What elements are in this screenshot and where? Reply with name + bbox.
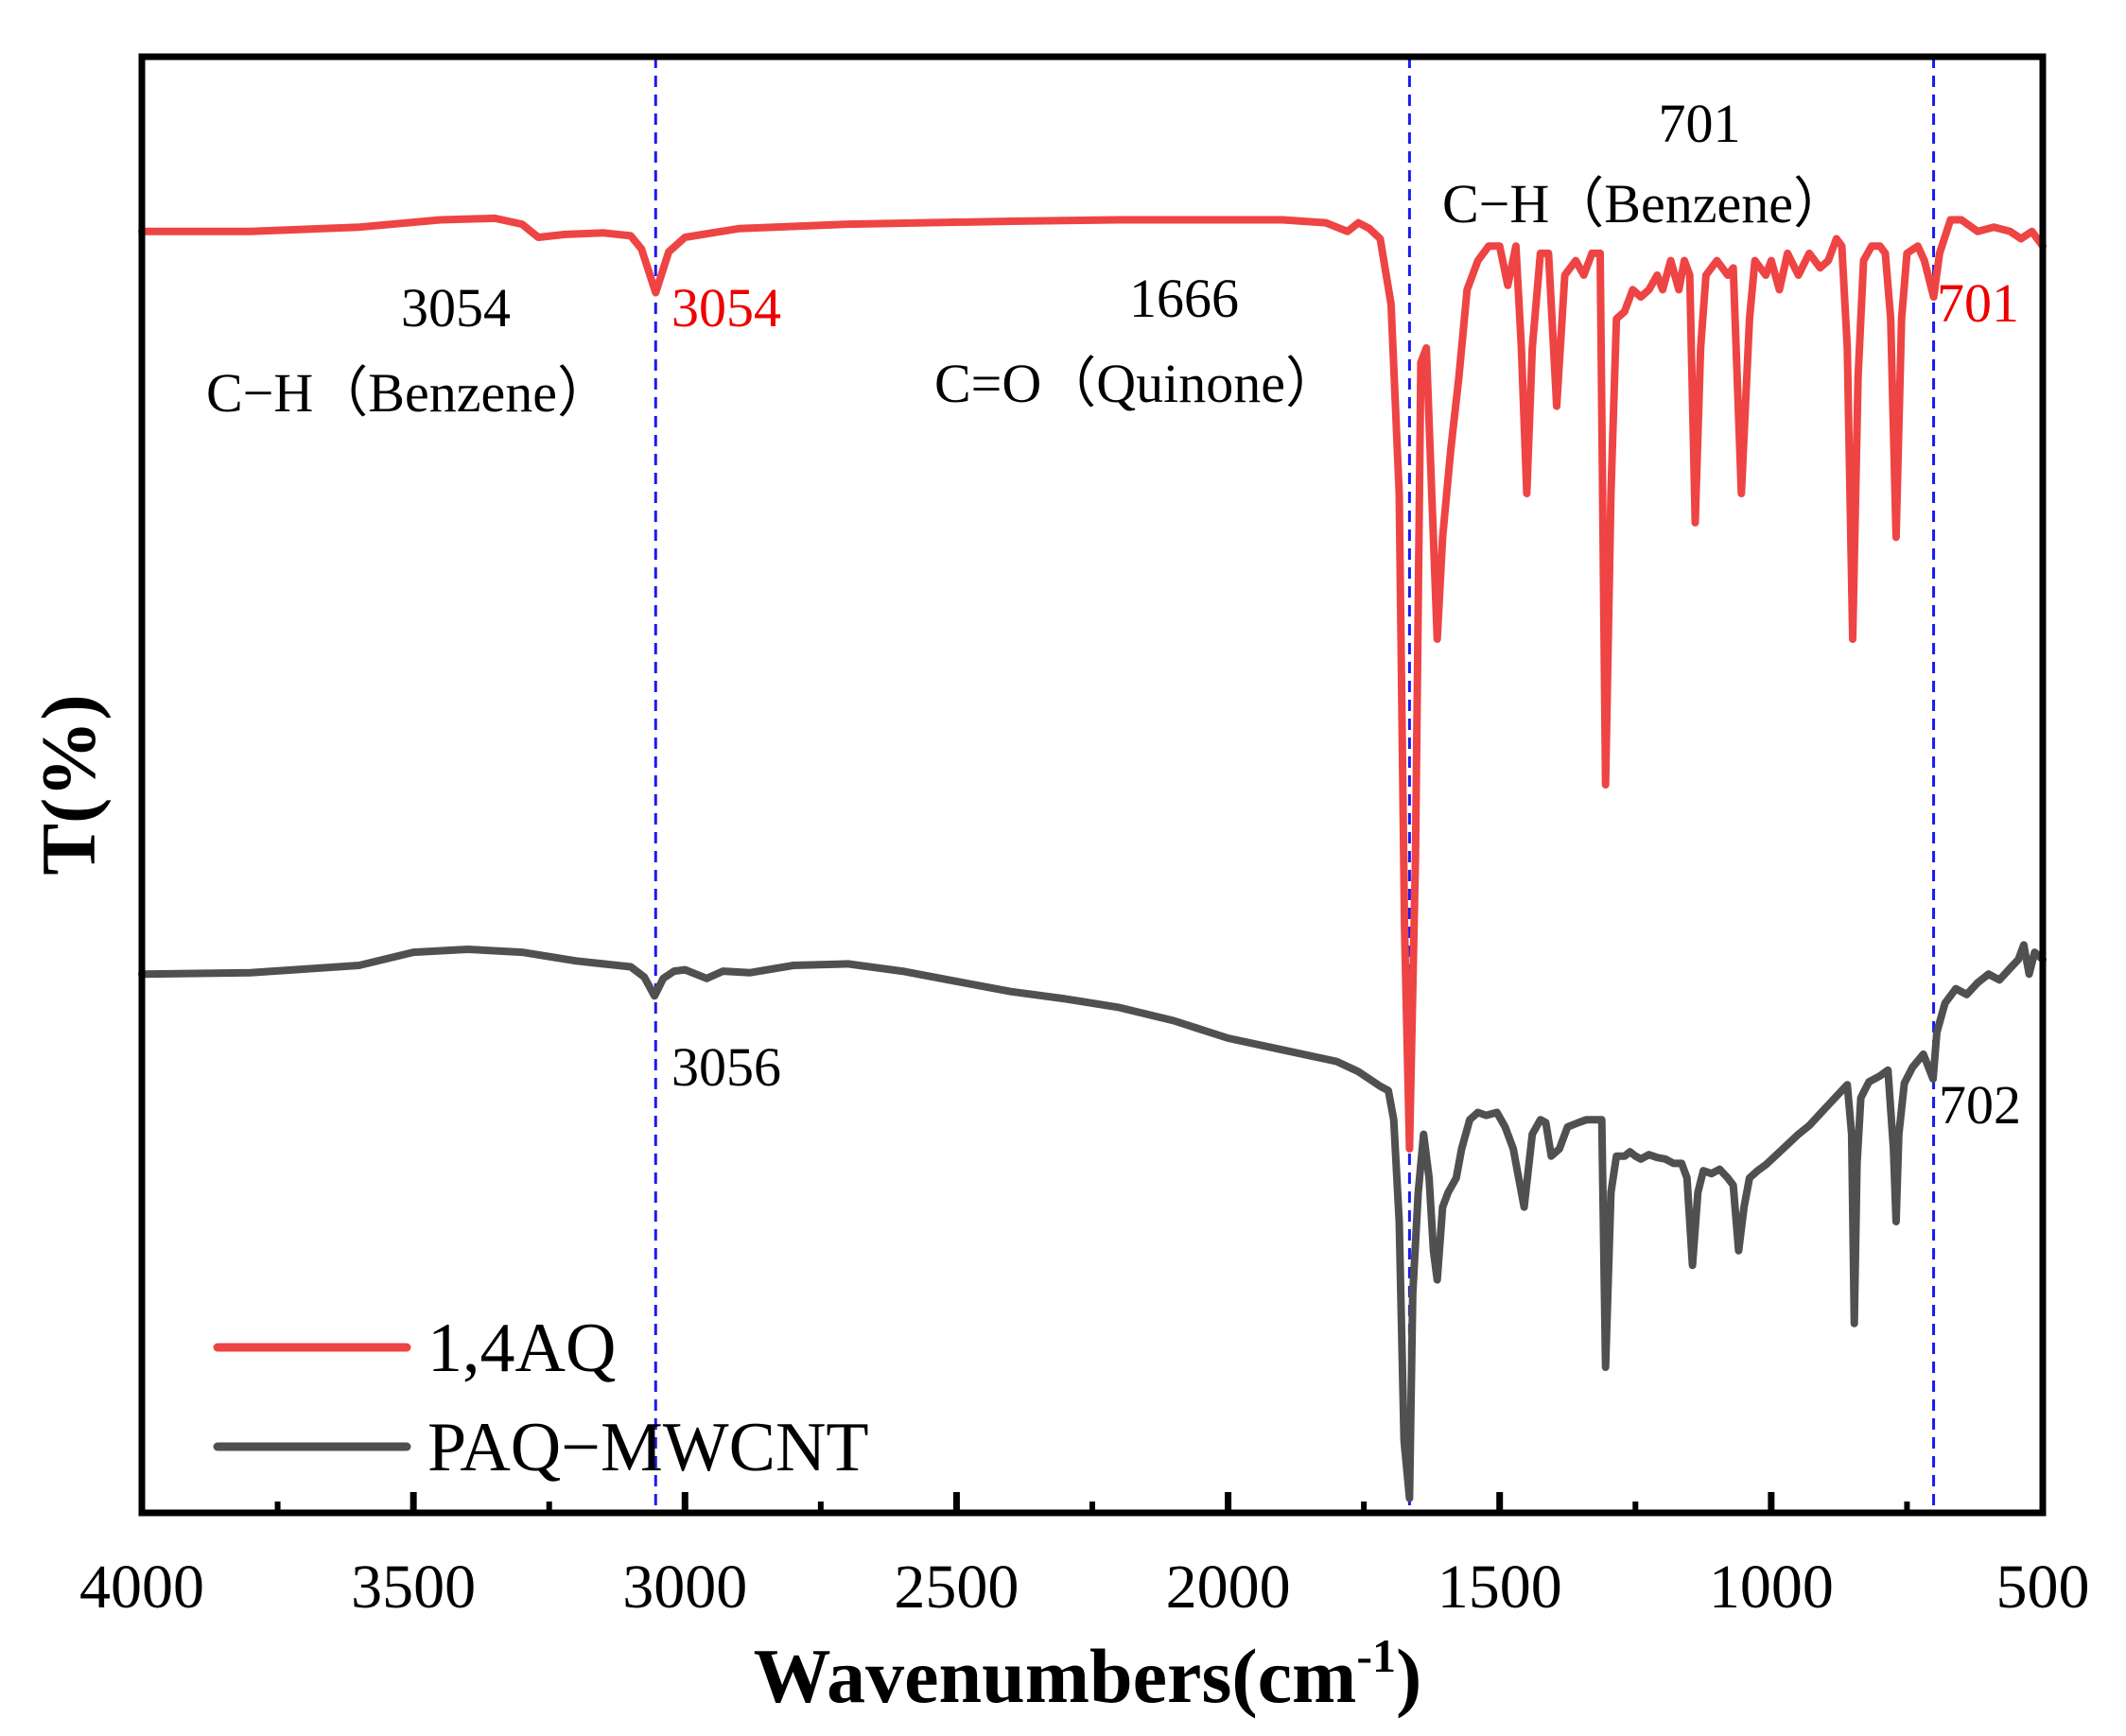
annotation-ch-benzene-right: C−H（Benzene）: [1442, 173, 1848, 234]
x-tick-label: 2500: [894, 1553, 1019, 1622]
x-tick-label: 500: [1996, 1553, 2090, 1622]
annotation-3054-red: 3054: [671, 277, 781, 339]
x-tick-label: 4000: [79, 1553, 204, 1622]
x-tick-label: 2000: [1166, 1553, 1291, 1622]
x-axis-title: Wavenumbers(cm-1): [754, 1629, 1422, 1719]
series-line-1-4aq: [138, 214, 2047, 1153]
annotations: 3054 C−H（Benzene） 3054 1666 C=O（Quinone）…: [206, 93, 2021, 1136]
annotation-1666: 1666: [1129, 268, 1239, 329]
annotation-co-quinone: C=O（Quinone）: [934, 353, 1340, 414]
x-tick-label: 3000: [622, 1553, 747, 1622]
series-line-paq-mwcnt: [138, 941, 2047, 1502]
plot-frame: [138, 53, 2047, 1517]
annotation-3056: 3056: [671, 1036, 781, 1098]
annotation-702: 702: [1939, 1074, 2021, 1136]
x-axis-tick-labels: 4000 3500 3000 2500 2000 1500 1000 500: [79, 1553, 2090, 1622]
x-tick-label: 1500: [1438, 1553, 1562, 1622]
x-axis-ticks: [138, 1492, 2047, 1513]
legend-label-paq-mwcnt: PAQ−MWCNT: [427, 1409, 869, 1486]
reference-lines: [653, 57, 1936, 1513]
annotation-ch-benzene-left: C−H（Benzene）: [206, 362, 612, 424]
annotation-701-red: 701: [1937, 272, 2019, 334]
x-tick-label: 1000: [1709, 1553, 1834, 1622]
annotation-3054-black: 3054: [401, 277, 511, 339]
x-tick-label: 3500: [351, 1553, 476, 1622]
legend-label-1-4aq: 1,4AQ: [427, 1310, 616, 1387]
annotation-701-black: 701: [1659, 93, 1741, 154]
legend: 1,4AQ PAQ−MWCNT: [213, 1310, 869, 1486]
series-group: [138, 214, 2047, 1502]
y-axis-title: T(%): [26, 694, 112, 875]
